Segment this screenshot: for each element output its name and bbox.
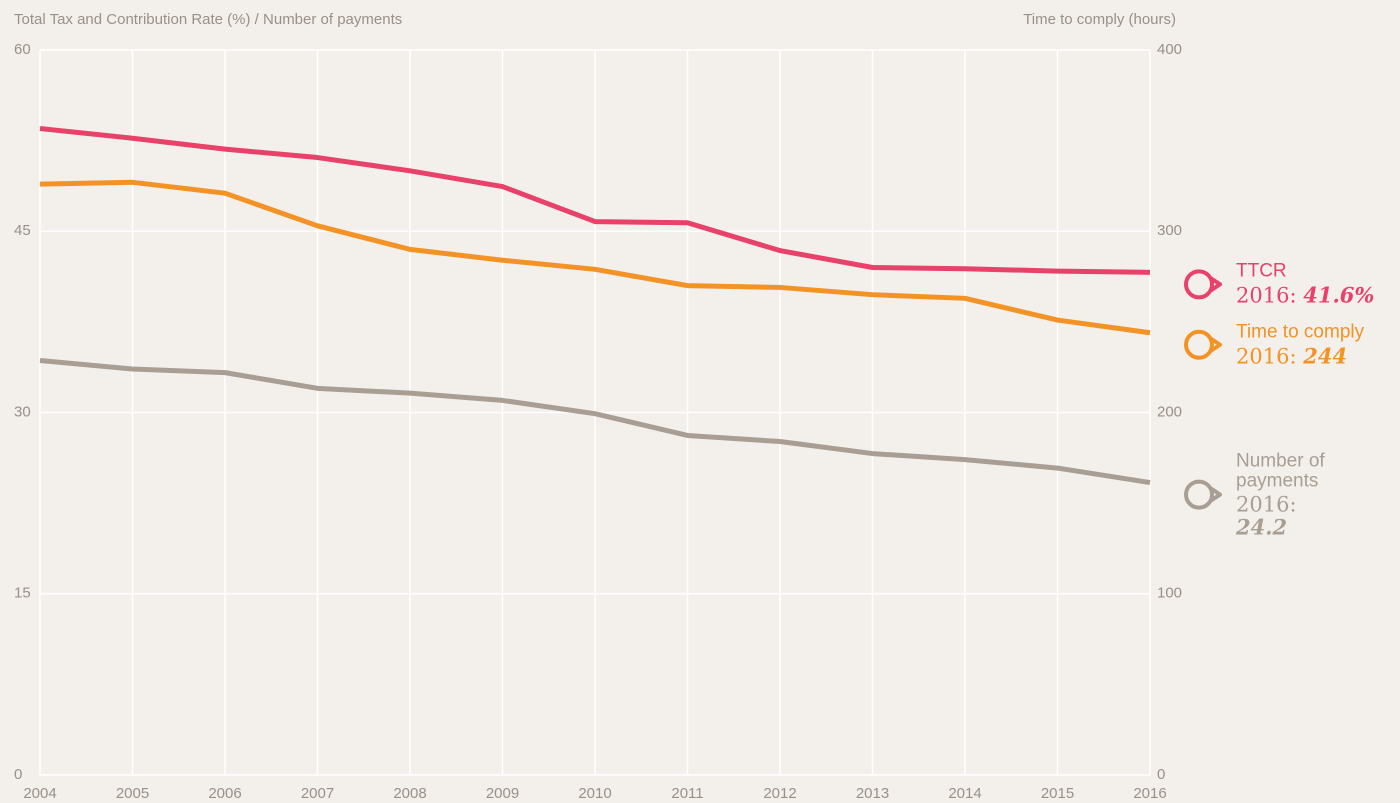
x-tick-label: 2011 bbox=[671, 785, 703, 802]
series-name: Time to comply bbox=[1236, 321, 1365, 343]
x-tick-label: 2012 bbox=[763, 785, 796, 802]
x-tick-label: 2004 bbox=[23, 785, 56, 802]
series-value: 2016: 41.6% bbox=[1236, 282, 1375, 308]
grid bbox=[39, 49, 1151, 776]
y-axis-title: Total Tax and Contribution Rate (%) / Nu… bbox=[14, 11, 402, 28]
y2-tick-label: 200 bbox=[1157, 403, 1182, 420]
x-tick-label: 2005 bbox=[116, 785, 149, 802]
end-label: Time to comply 2016: 244 bbox=[1236, 322, 1364, 367]
label-year: 2016: bbox=[1236, 344, 1297, 369]
y-tick-label: 30 bbox=[14, 403, 31, 420]
x-tick-label: 2014 bbox=[948, 785, 981, 802]
y2-tick-label: 100 bbox=[1157, 585, 1182, 602]
label-value: 24.2 bbox=[1236, 514, 1288, 540]
series-name: Number of payments bbox=[1236, 450, 1325, 492]
y2-tick-label: 400 bbox=[1157, 41, 1182, 58]
series-line bbox=[39, 179, 1151, 336]
y2-axis-title: Time to comply (hours) bbox=[1023, 11, 1176, 28]
x-tick-label: 2010 bbox=[578, 785, 611, 802]
series-value: 2016: 24.2 bbox=[1236, 494, 1346, 538]
end-marker bbox=[1184, 269, 1222, 300]
y-tick-label: 0 bbox=[14, 766, 22, 783]
end-label: TTCR 2016: 41.6% bbox=[1236, 260, 1375, 308]
y-tick-label: 60 bbox=[14, 41, 31, 58]
series-line bbox=[39, 126, 1151, 275]
x-tick-label: 2006 bbox=[208, 785, 241, 802]
series-name: TTCR bbox=[1236, 260, 1287, 282]
x-tick-label: 2007 bbox=[301, 785, 334, 802]
label-value: 41.6% bbox=[1303, 282, 1375, 308]
label-year: 2016: bbox=[1236, 492, 1297, 517]
series-line bbox=[39, 358, 1151, 486]
x-tick-label: 2013 bbox=[856, 785, 889, 802]
end-label: Number of payments 2016: 24.2 bbox=[1236, 451, 1346, 538]
end-marker bbox=[1184, 479, 1222, 510]
x-tick-label: 2009 bbox=[486, 785, 519, 802]
x-tick-label: 2015 bbox=[1041, 785, 1074, 802]
label-value: 244 bbox=[1303, 343, 1348, 369]
x-tick-label: 2008 bbox=[393, 785, 426, 802]
y-tick-label: 15 bbox=[14, 585, 31, 602]
y2-tick-label: 0 bbox=[1157, 766, 1165, 783]
series-value: 2016: 244 bbox=[1236, 343, 1364, 369]
label-year: 2016: bbox=[1236, 283, 1297, 308]
x-tick-label: 2016 bbox=[1133, 785, 1166, 802]
y2-tick-label: 300 bbox=[1157, 222, 1182, 239]
end-marker bbox=[1184, 329, 1222, 360]
y-tick-label: 45 bbox=[14, 222, 31, 239]
